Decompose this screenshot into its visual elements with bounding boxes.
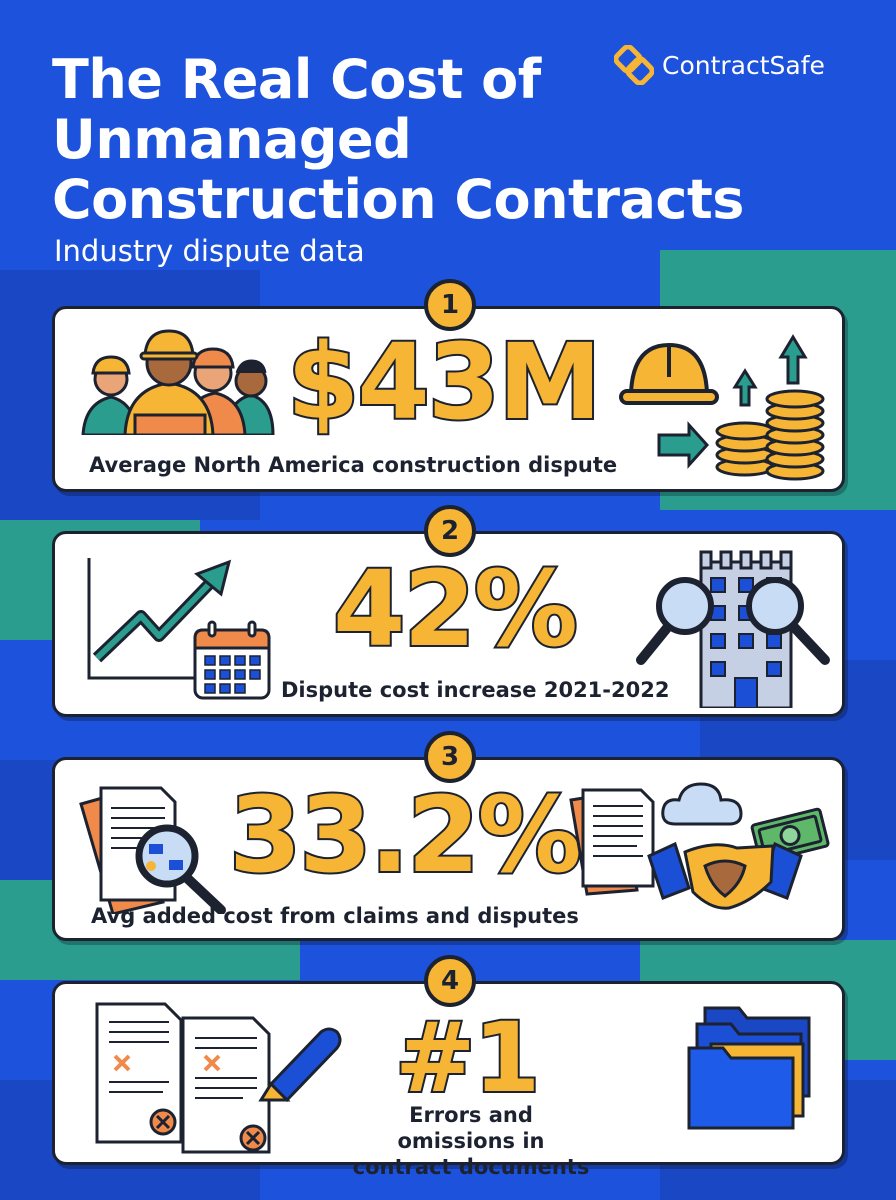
- contract-document-icon: [569, 788, 655, 896]
- stat-caption-2: Dispute cost increase 2021-2022: [281, 678, 670, 702]
- brand-logo[interactable]: ContractSafe: [614, 42, 825, 88]
- folders-icon: [687, 1006, 811, 1130]
- step-badge-4: 4: [424, 955, 476, 1007]
- calendar-icon: [193, 620, 271, 700]
- page-subtitle: Industry dispute data: [54, 234, 365, 268]
- stat-caption-3: Avg added cost from claims and disputes: [91, 904, 579, 928]
- title-line-3: Construction Contracts: [52, 168, 744, 231]
- trend-chart-icon: [87, 558, 233, 680]
- title-line-2: Unmanaged: [52, 108, 412, 171]
- stat-value-1: $43M: [285, 321, 604, 443]
- document-search-icon: [79, 786, 226, 914]
- pen-icon: [258, 1027, 342, 1102]
- step-badge-3: 3: [424, 731, 476, 783]
- stat-card-3: 33.2% Avg added cost from claims and dis…: [52, 757, 845, 941]
- hard-hat-icon: [619, 342, 719, 405]
- title-line-1: The Real Cost of: [52, 48, 541, 111]
- stat-card-1: $43M Average North America construction …: [52, 306, 845, 492]
- stat-value-4: #1: [393, 1002, 542, 1114]
- cloud-icon: [661, 782, 743, 826]
- stat-card-4: #1 Errors and omissions in contract docu…: [52, 981, 845, 1179]
- stat-caption-4-line2: contract documents: [352, 1155, 590, 1179]
- page-title: The Real Cost of Unmanaged Construction …: [52, 50, 772, 230]
- workers-icon: [81, 329, 275, 435]
- stat-caption-4-line1: Errors and omissions in: [397, 1103, 545, 1153]
- coins-growth-icon: [657, 334, 825, 481]
- brand-name: ContractSafe: [662, 50, 825, 80]
- stat-caption-1: Average North America construction dispu…: [89, 453, 618, 477]
- stat-value-3: 33.2%: [227, 774, 584, 896]
- error-documents-icon: [95, 1002, 271, 1154]
- step-badge-2: 2: [424, 505, 476, 557]
- stat-value-2: 42%: [331, 548, 580, 670]
- stat-card-2: 42% Dispute cost increase 2021-2022: [52, 531, 845, 717]
- handshake-icon: [647, 841, 803, 910]
- step-badge-1: 1: [424, 279, 476, 331]
- contractsafe-logo-icon: [614, 45, 654, 85]
- building-search-icon: [636, 550, 830, 708]
- stat-caption-4: Errors and omissions in contract documen…: [351, 1102, 591, 1180]
